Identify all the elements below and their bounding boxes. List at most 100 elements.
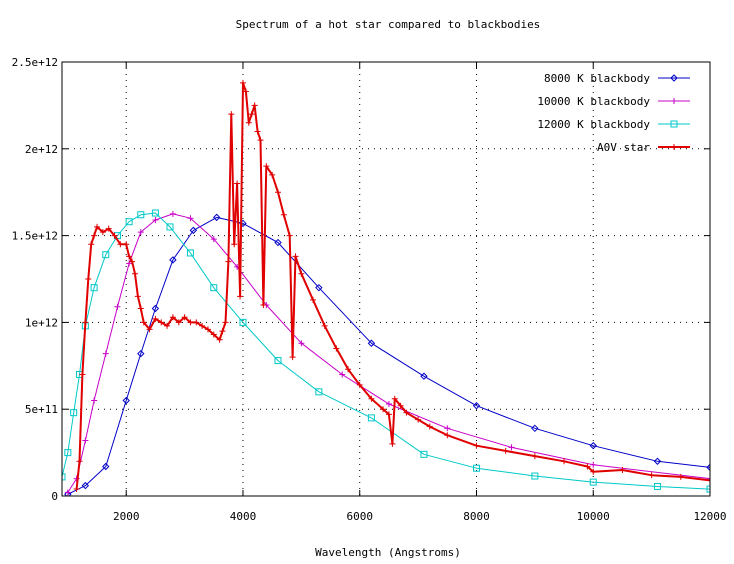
- data-point: [210, 284, 218, 292]
- legend-label: 12000 K blackbody: [537, 118, 650, 131]
- data-point: [274, 357, 282, 365]
- y-tick-label: 1e+12: [25, 316, 58, 329]
- data-point: [117, 241, 124, 248]
- data-point: [73, 486, 80, 493]
- data-point: [260, 302, 267, 309]
- data-point: [339, 371, 346, 378]
- legend-marker: [671, 144, 677, 150]
- series-3: [62, 209, 710, 493]
- x-tick-label: 12000: [693, 510, 726, 523]
- data-point: [146, 326, 153, 333]
- plot-frame: [61, 61, 711, 497]
- data-point: [94, 223, 101, 230]
- data-point: [199, 322, 206, 329]
- x-tick-label: 4000: [230, 510, 257, 523]
- data-point: [123, 241, 130, 248]
- series-1: [64, 213, 710, 496]
- data-point: [166, 223, 174, 231]
- data-point: [648, 472, 655, 479]
- data-point: [216, 336, 223, 343]
- data-point: [158, 319, 165, 326]
- data-point: [137, 349, 145, 358]
- data-point: [589, 478, 597, 486]
- legend-marker: [670, 120, 678, 128]
- data-point: [169, 256, 177, 264]
- series-4: [73, 79, 710, 493]
- data-point: [315, 283, 323, 292]
- data-point: [706, 463, 710, 472]
- data-point: [420, 450, 428, 458]
- data-point: [76, 458, 83, 465]
- data-point: [315, 388, 323, 396]
- data-point: [231, 241, 238, 248]
- data-point: [286, 232, 293, 239]
- data-point: [193, 319, 200, 326]
- data-point: [129, 258, 136, 265]
- data-point: [187, 215, 194, 222]
- series-line: [62, 212, 710, 490]
- data-point: [367, 414, 375, 422]
- legend-label: 8000 K blackbody: [544, 72, 650, 85]
- data-point: [152, 315, 159, 322]
- data-point: [531, 424, 539, 433]
- y-tick-label: 0: [51, 490, 58, 503]
- data-point: [444, 432, 451, 439]
- data-point: [508, 444, 515, 451]
- data-point: [368, 395, 375, 402]
- data-point: [169, 210, 176, 217]
- data-point: [81, 481, 90, 490]
- data-point: [151, 304, 160, 313]
- data-point: [82, 319, 89, 326]
- data-point: [561, 458, 568, 465]
- data-point: [473, 442, 480, 449]
- data-point: [137, 211, 145, 219]
- data-point: [292, 253, 299, 260]
- data-point: [426, 423, 433, 430]
- data-point: [333, 345, 340, 352]
- data-point: [210, 331, 217, 338]
- x-tick-label: 6000: [346, 510, 373, 523]
- data-point: [131, 270, 138, 277]
- data-point: [380, 406, 387, 413]
- data-point: [254, 128, 261, 135]
- data-point: [189, 226, 198, 235]
- data-point: [385, 400, 392, 407]
- data-point: [356, 381, 363, 388]
- y-tick-label: 5e+11: [25, 403, 58, 416]
- data-point: [164, 322, 171, 329]
- data-point: [298, 270, 305, 277]
- data-point: [367, 339, 376, 347]
- data-point: [169, 314, 176, 321]
- data-point: [111, 232, 118, 239]
- data-point: [472, 402, 481, 410]
- data-point: [64, 489, 71, 496]
- data-point: [385, 411, 392, 418]
- legend: 8000 K blackbody 10000 K blackbody 12000 K…: [537, 72, 690, 154]
- data-point: [181, 314, 188, 321]
- legend-label: 10000 K blackbody: [537, 95, 650, 108]
- x-tick-label: 2000: [113, 510, 140, 523]
- data-point: [204, 326, 211, 333]
- data-point: [531, 472, 539, 480]
- data-point: [269, 171, 276, 178]
- data-point: [134, 293, 141, 300]
- data-point: [64, 490, 72, 496]
- chart-title: Spectrum of a hot star compared to black…: [236, 18, 541, 31]
- data-point: [234, 180, 241, 187]
- data-point: [210, 236, 217, 243]
- data-point: [225, 258, 232, 265]
- data-point: [62, 473, 66, 481]
- plot-series: [62, 79, 710, 496]
- data-point: [590, 461, 597, 468]
- data-point: [239, 318, 247, 326]
- data-point: [114, 303, 121, 310]
- data-point: [677, 473, 684, 480]
- data-point: [91, 232, 98, 239]
- data-point: [584, 463, 591, 470]
- data-point: [251, 102, 258, 109]
- data-point: [263, 163, 270, 170]
- data-point: [212, 213, 221, 222]
- data-point: [289, 354, 296, 361]
- data-point: [403, 409, 410, 416]
